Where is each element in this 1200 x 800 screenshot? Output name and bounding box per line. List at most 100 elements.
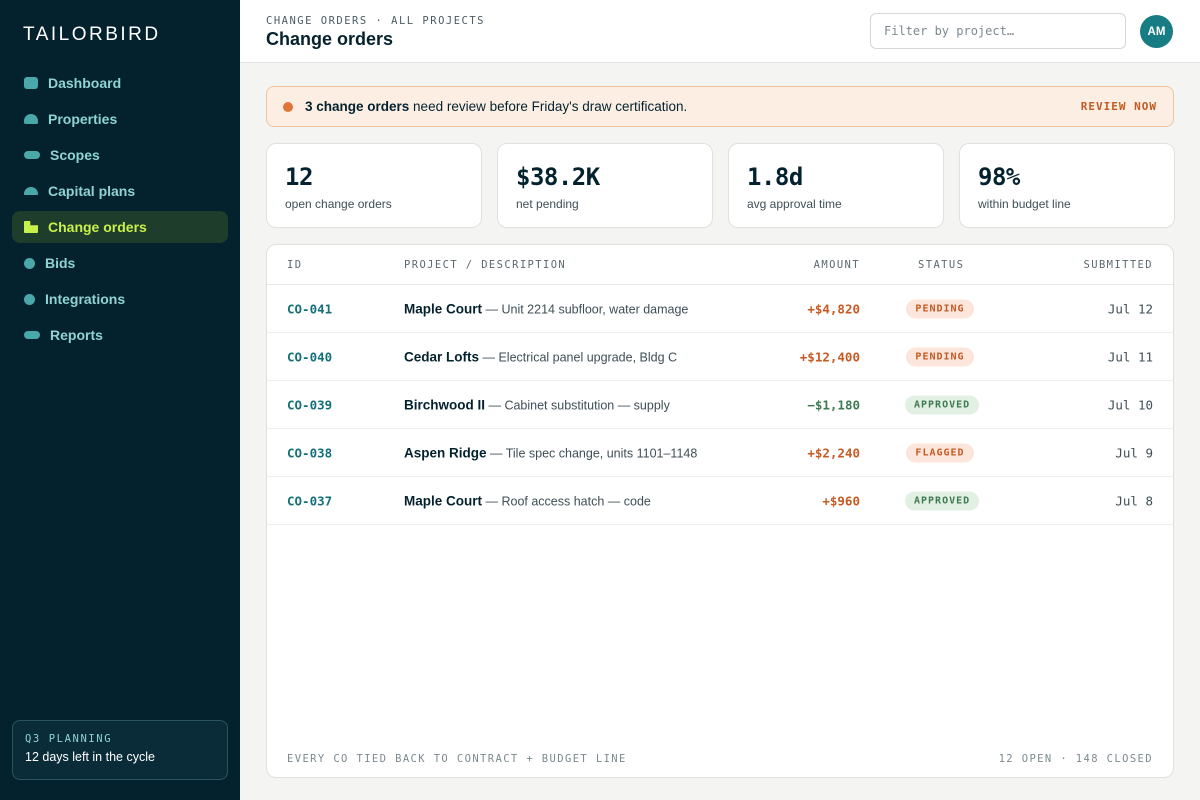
submitted-date: Jul 11 [1107, 349, 1153, 364]
row-description: Maple Court — Roof access hatch — code [404, 493, 651, 508]
amount: +$960 [822, 493, 860, 508]
sidebar-item-label: Capital plans [48, 183, 136, 199]
co-id-link[interactable]: CO-041 [287, 301, 333, 316]
stat-label: net pending [516, 197, 579, 211]
alert-bold-text: 3 change orders [305, 99, 410, 114]
sidebar-item-label: Reports [50, 327, 103, 343]
amount: −$1,180 [807, 397, 860, 412]
column-header-status[interactable]: STATUS [918, 259, 965, 271]
main-content: CHANGE ORDERS · ALL PROJECTS Change orde… [240, 0, 1200, 800]
promo-label: Q3 PLANNING [25, 733, 113, 745]
sidebar-nav: Dashboard Properties Scopes Capital plan… [12, 67, 228, 355]
alert-text: 3 change orders need review before Frida… [305, 99, 687, 114]
planning-promo-card[interactable]: Q3 PLANNING 12 days left in the cycle [12, 720, 228, 780]
status-badge: APPROVED [905, 395, 980, 414]
stat-card-open: 12 open change orders [266, 143, 482, 228]
change-description: — Tile spec change, units 1101–1148 [486, 446, 698, 460]
submitted-date: Jul 12 [1107, 301, 1153, 316]
table-header: ID PROJECT / DESCRIPTION AMOUNT STATUS S… [267, 245, 1173, 285]
status-badge: APPROVED [905, 491, 980, 510]
stat-label: open change orders [285, 197, 392, 211]
alert-body-text: need review before Friday's draw certifi… [409, 99, 688, 114]
reports-icon [24, 331, 40, 339]
filter-project-input[interactable] [870, 13, 1126, 49]
review-alert-banner: 3 change orders need review before Frida… [266, 86, 1174, 127]
stat-card-approval-time: 1.8d avg approval time [728, 143, 944, 228]
sidebar-item-label: Integrations [45, 291, 126, 307]
dashboard-icon [24, 77, 38, 89]
table-row[interactable]: CO-041 Maple Court — Unit 2214 subfloor,… [267, 285, 1173, 333]
review-now-button[interactable]: REVIEW NOW [1080, 100, 1157, 113]
column-header-amount[interactable]: AMOUNT [813, 259, 860, 271]
stat-label: avg approval time [747, 197, 842, 211]
change-description: — Electrical panel upgrade, Bldg C [479, 350, 678, 364]
column-header-description[interactable]: PROJECT / DESCRIPTION [404, 259, 567, 271]
avatar[interactable]: AM [1140, 15, 1173, 48]
project-name: Maple Court [404, 493, 483, 508]
sidebar-item-reports[interactable]: Reports [12, 319, 228, 351]
stat-label: within budget line [978, 197, 1071, 211]
sidebar-item-scopes[interactable]: Scopes [12, 139, 228, 171]
status-cell: PENDING [905, 299, 975, 318]
table-row[interactable]: CO-040 Cedar Lofts — Electrical panel up… [267, 333, 1173, 381]
top-bar: CHANGE ORDERS · ALL PROJECTS Change orde… [240, 0, 1200, 63]
sidebar-item-change-orders[interactable]: Change orders [12, 211, 228, 243]
status-cell: FLAGGED [905, 443, 975, 462]
change-description: — Unit 2214 subfloor, water damage [482, 302, 689, 316]
sidebar-item-properties[interactable]: Properties [12, 103, 228, 135]
change-description: — Cabinet substitution — supply [485, 398, 670, 412]
footer-counts: 12 OPEN · 148 CLOSED [998, 753, 1153, 765]
brand-logo[interactable]: TAILORBIRD [23, 24, 161, 45]
co-id-link[interactable]: CO-037 [287, 493, 333, 508]
sidebar-item-label: Properties [48, 111, 118, 127]
status-cell: APPROVED [905, 491, 980, 510]
change-orders-icon [24, 221, 38, 233]
sidebar-item-capital-plans[interactable]: Capital plans [12, 175, 228, 207]
sidebar-item-label: Bids [45, 255, 76, 271]
submitted-date: Jul 9 [1115, 445, 1153, 460]
row-description: Aspen Ridge — Tile spec change, units 11… [404, 445, 697, 460]
breadcrumb: CHANGE ORDERS · ALL PROJECTS [266, 15, 486, 27]
project-name: Aspen Ridge [404, 445, 487, 460]
stat-value: $38.2K [516, 163, 600, 191]
co-id-link[interactable]: CO-040 [287, 349, 333, 364]
sidebar-item-bids[interactable]: Bids [12, 247, 228, 279]
stat-card-within-budget: 98% within budget line [959, 143, 1175, 228]
sidebar-item-label: Scopes [50, 147, 100, 163]
table-row[interactable]: CO-037 Maple Court — Roof access hatch —… [267, 477, 1173, 525]
integrations-icon [24, 293, 35, 305]
column-header-submitted[interactable]: SUBMITTED [1083, 259, 1153, 271]
project-name: Cedar Lofts [404, 349, 480, 364]
status-badge: PENDING [906, 299, 974, 318]
alert-dot-icon [283, 101, 293, 112]
capital-plans-icon [24, 187, 38, 195]
submitted-date: Jul 10 [1107, 397, 1153, 412]
amount: +$12,400 [799, 349, 860, 364]
table-row[interactable]: CO-038 Aspen Ridge — Tile spec change, u… [267, 429, 1173, 477]
amount: +$4,820 [807, 301, 860, 316]
row-description: Birchwood II — Cabinet substitution — su… [404, 397, 670, 412]
promo-text: 12 days left in the cycle [25, 750, 155, 764]
row-description: Maple Court — Unit 2214 subfloor, water … [404, 301, 688, 316]
stat-value: 12 [285, 163, 313, 191]
sidebar-item-integrations[interactable]: Integrations [12, 283, 228, 315]
co-id-link[interactable]: CO-038 [287, 445, 333, 460]
project-name: Maple Court [404, 301, 483, 316]
status-cell: APPROVED [905, 395, 980, 414]
stat-card-net-pending: $38.2K net pending [497, 143, 713, 228]
stats-row: 12 open change orders $38.2K net pending… [266, 143, 1175, 228]
column-header-id[interactable]: ID [287, 259, 303, 271]
properties-icon [24, 114, 38, 124]
page-title: Change orders [266, 29, 394, 49]
status-badge: FLAGGED [906, 443, 974, 462]
footer-note: EVERY CO TIED BACK TO CONTRACT + BUDGET … [287, 753, 627, 765]
row-description: Cedar Lofts — Electrical panel upgrade, … [404, 349, 677, 364]
change-orders-table: ID PROJECT / DESCRIPTION AMOUNT STATUS S… [266, 244, 1174, 778]
table-row[interactable]: CO-039 Birchwood II — Cabinet substituti… [267, 381, 1173, 429]
status-badge: PENDING [906, 347, 974, 366]
project-name: Birchwood II [404, 397, 485, 412]
co-id-link[interactable]: CO-039 [287, 397, 333, 412]
amount: +$2,240 [807, 445, 860, 460]
submitted-date: Jul 8 [1115, 493, 1153, 508]
sidebar-item-dashboard[interactable]: Dashboard [12, 67, 228, 99]
